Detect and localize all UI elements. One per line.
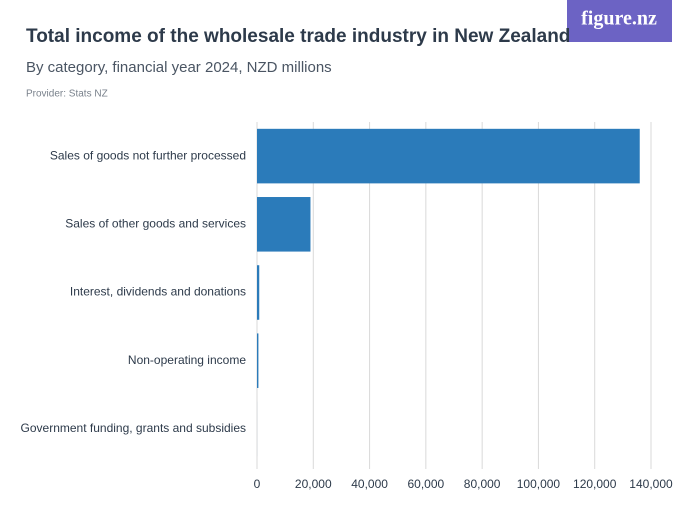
provider: Provider: Stats NZ xyxy=(26,89,108,100)
x-tick-label: 120,000 xyxy=(573,477,617,491)
bar xyxy=(257,265,260,320)
logo: figure.nz xyxy=(581,8,657,30)
y-tick-label: Sales of other goods and services xyxy=(65,216,246,230)
y-tick-label: Non-operating income xyxy=(128,353,246,367)
bar xyxy=(257,128,640,184)
y-tick-label: Government funding, grants and subsidies xyxy=(21,421,246,435)
chart-subtitle: By category, financial year 2024, NZD mi… xyxy=(26,59,332,76)
x-tick-label: 80,000 xyxy=(464,477,501,491)
y-tick-label: Sales of goods not further processed xyxy=(50,148,246,162)
x-tick-label: 0 xyxy=(254,477,261,491)
bar xyxy=(257,333,259,388)
bar xyxy=(257,197,311,252)
x-tick-label: 100,000 xyxy=(517,477,561,491)
logo-box xyxy=(567,0,672,42)
x-tick-label: 40,000 xyxy=(351,477,388,491)
x-tick-label: 60,000 xyxy=(408,477,445,491)
y-tick-label: Interest, dividends and donations xyxy=(70,285,246,299)
chart-title: Total income of the wholesale trade indu… xyxy=(26,26,570,47)
x-tick-label: 20,000 xyxy=(295,477,332,491)
x-tick-label: 140,000 xyxy=(629,477,673,491)
